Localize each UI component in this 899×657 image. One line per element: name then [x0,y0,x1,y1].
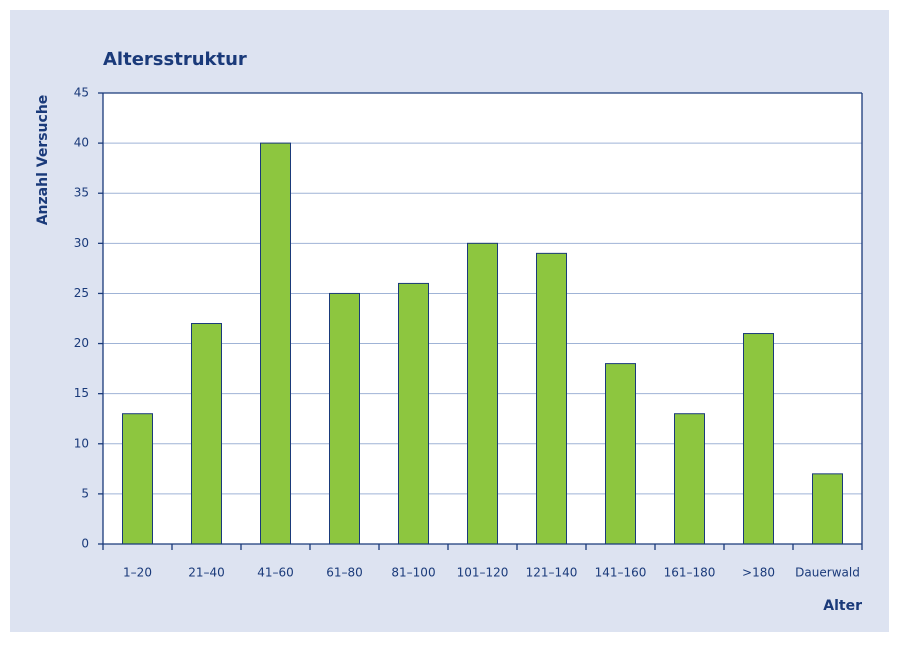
x-tick-label: 161–180 [664,566,716,580]
bar [398,282,429,545]
x-tick-label: 21–40 [188,566,225,580]
x-tick-label: 1–20 [123,566,152,580]
bar [467,242,498,545]
chart-title: Altersstruktur [103,49,247,70]
bar [674,413,705,545]
x-tick-label: 61–80 [326,566,363,580]
bar [191,323,222,545]
x-tick-label: Dauerwald [795,566,860,580]
x-tick-label: 81–100 [391,566,435,580]
x-tick-label: 41–60 [257,566,294,580]
bar [605,363,636,545]
y-tick-label: 15 [74,386,89,400]
bar [812,473,843,545]
bar [536,252,567,545]
bar [122,413,153,545]
bar [329,292,360,545]
x-tick-label: 101–120 [457,566,509,580]
x-axis-label: Alter [823,598,862,614]
bar [743,333,774,545]
bar [260,142,291,545]
y-tick-label: 35 [74,186,89,200]
y-tick-label: 45 [74,86,89,100]
y-axis-label: Anzahl Versuche [35,95,51,226]
y-tick-label: 5 [81,486,89,500]
x-tick-label: >180 [742,566,775,580]
y-tick-label: 30 [74,236,89,250]
x-tick-label: 121–140 [526,566,578,580]
y-tick-label: 10 [74,436,89,450]
y-tick-label: 40 [74,136,89,150]
x-tick-label: 141–160 [595,566,647,580]
y-tick-label: 25 [74,286,89,300]
y-tick-label: 0 [81,537,89,551]
y-tick-label: 20 [74,336,89,350]
